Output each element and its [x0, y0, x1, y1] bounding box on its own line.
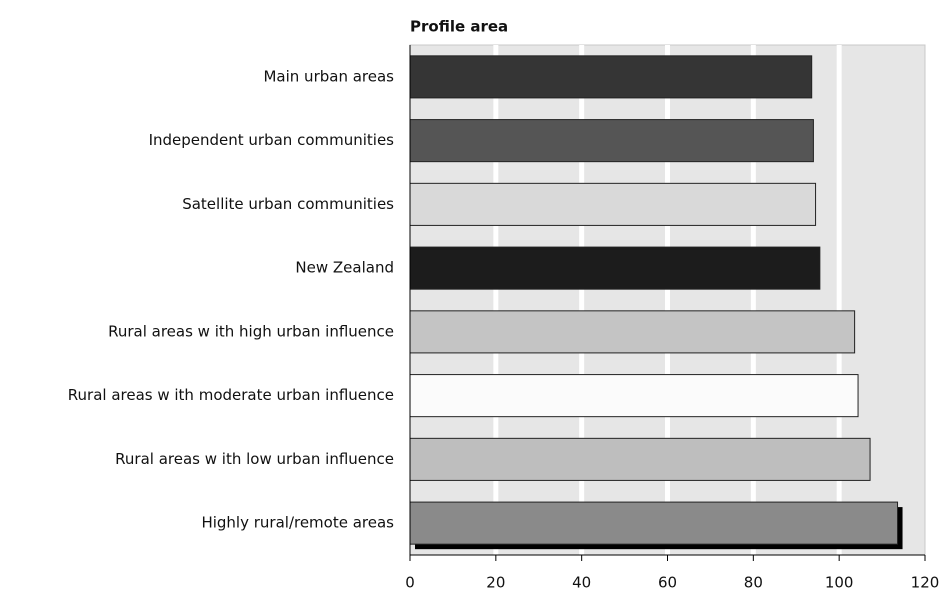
- bar: [409, 119, 814, 163]
- bar: [409, 374, 859, 418]
- bar: [409, 501, 899, 545]
- x-tick-label: 100: [825, 574, 854, 592]
- x-tick-label: 0: [405, 574, 415, 592]
- x-tick-label: 40: [572, 574, 591, 592]
- chart-title: Profile area: [410, 18, 508, 36]
- y-tick-label: Independent urban communities: [149, 131, 395, 149]
- y-tick-label: New Zealand: [295, 259, 394, 277]
- bar: [409, 182, 817, 226]
- y-tick-label: Rural areas w ith low urban influence: [115, 450, 394, 468]
- y-tick-label: Rural areas w ith high urban influence: [108, 322, 394, 340]
- y-tick-label: Main urban areas: [263, 67, 394, 85]
- bar: [409, 437, 871, 481]
- bar: [409, 246, 821, 290]
- y-tick-label: Rural areas w ith moderate urban influen…: [68, 386, 394, 404]
- y-tick-label: Satellite urban communities: [182, 195, 394, 213]
- x-tick-label: 120: [911, 574, 940, 592]
- x-tick-label: 80: [744, 574, 763, 592]
- x-tick-label: 60: [658, 574, 677, 592]
- x-tick-label: 20: [486, 574, 505, 592]
- bar: [409, 55, 813, 99]
- bar: [409, 310, 856, 354]
- y-tick-label: Highly rural/remote areas: [201, 514, 394, 532]
